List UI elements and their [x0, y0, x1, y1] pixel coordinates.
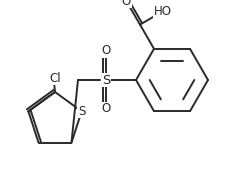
Text: S: S [102, 74, 110, 87]
Text: S: S [78, 105, 85, 118]
Text: HO: HO [153, 5, 172, 18]
Text: O: O [101, 102, 111, 115]
Text: O: O [101, 44, 111, 57]
Text: Cl: Cl [49, 72, 61, 85]
Text: O: O [122, 0, 131, 8]
